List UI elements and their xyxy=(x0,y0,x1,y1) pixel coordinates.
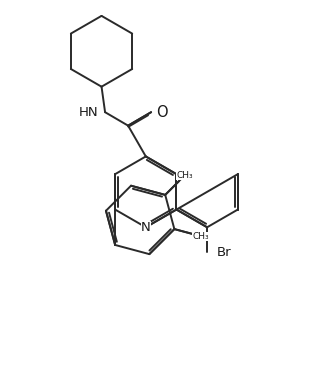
Text: O: O xyxy=(156,105,167,120)
Text: N: N xyxy=(141,221,151,234)
Text: Br: Br xyxy=(217,246,232,258)
Text: HN: HN xyxy=(79,106,99,119)
Text: CH₃: CH₃ xyxy=(176,171,193,180)
Text: CH₃: CH₃ xyxy=(192,232,209,241)
